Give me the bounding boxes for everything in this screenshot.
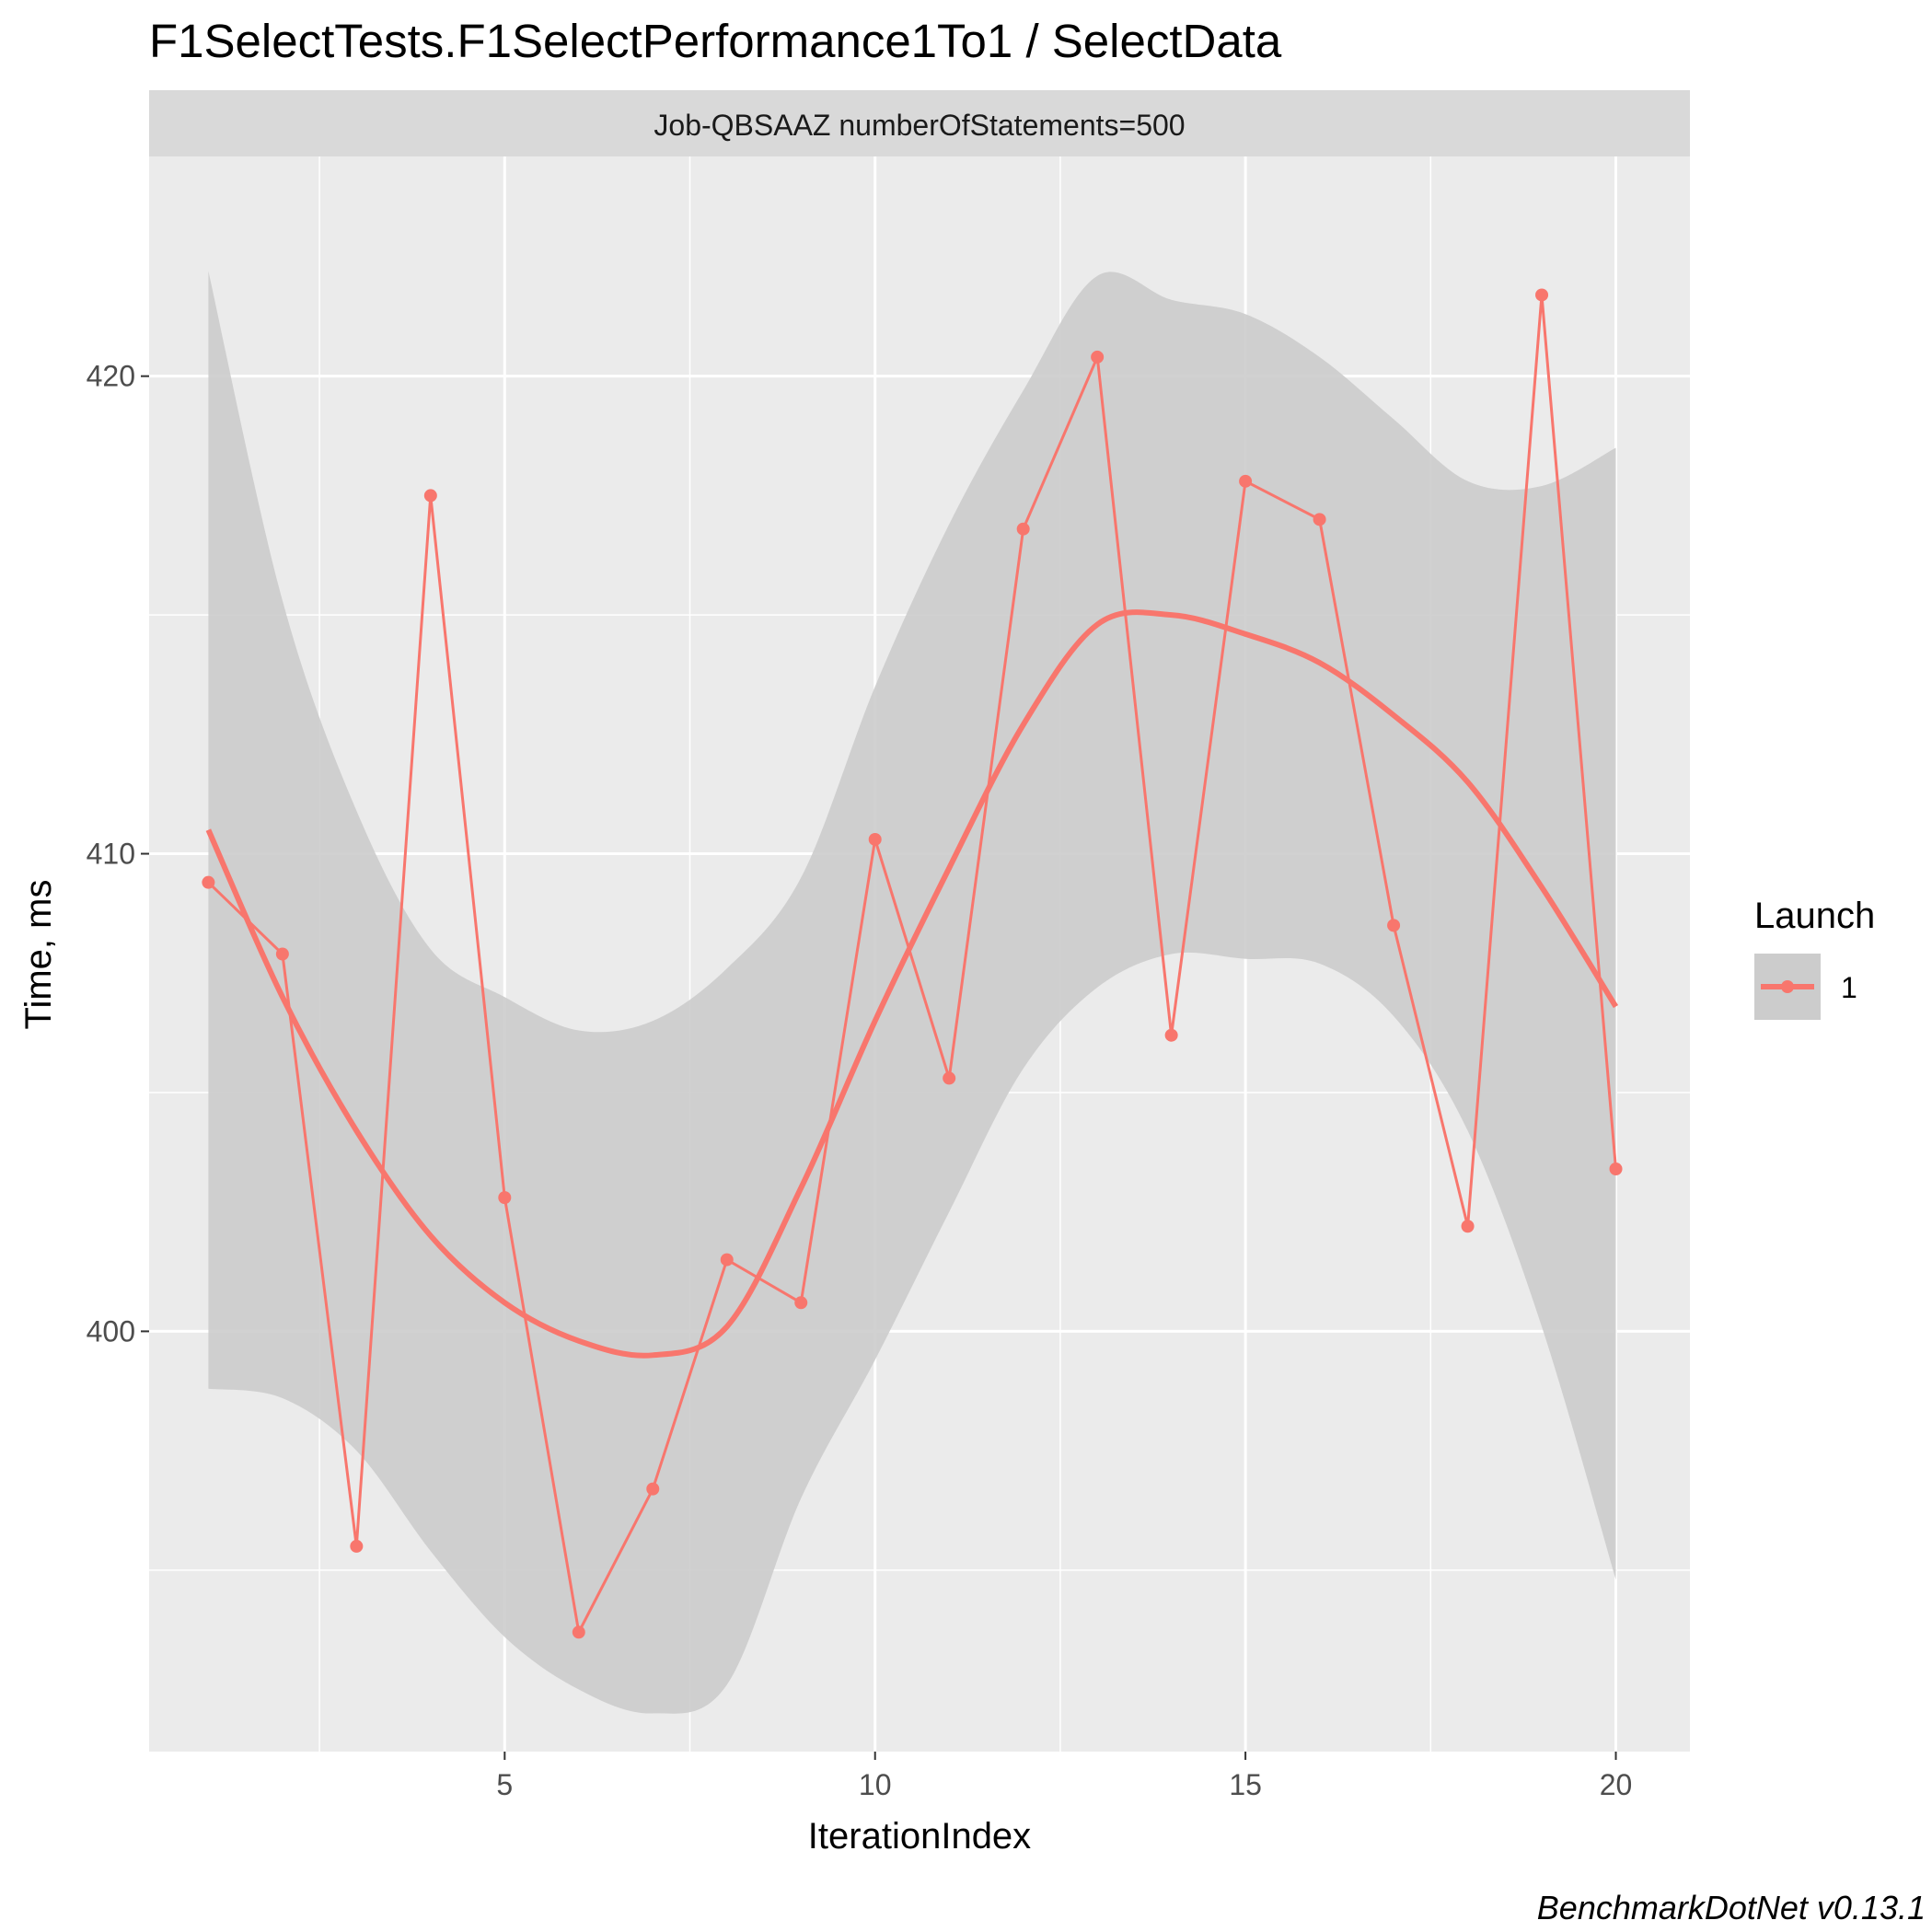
data-points bbox=[202, 288, 1623, 1639]
chart-title: F1SelectTests.F1SelectPerformance1To1 / … bbox=[149, 15, 1282, 67]
data-point-2 bbox=[275, 947, 289, 961]
data-point-10 bbox=[868, 832, 882, 846]
x-axis-title: IterationIndex bbox=[808, 1816, 1031, 1857]
series-line bbox=[207, 295, 1617, 1637]
data-point-16 bbox=[1313, 513, 1326, 526]
y-tick-label: 420 bbox=[87, 360, 135, 393]
x-tick-label: 10 bbox=[859, 1768, 892, 1801]
data-point-20 bbox=[1609, 1162, 1623, 1175]
caption: BenchmarkDotNet v0.13.1 bbox=[1537, 1889, 1926, 1926]
x-axis-ticks: 5 10 15 20 bbox=[496, 1752, 1632, 1801]
legend-key-point bbox=[1781, 980, 1794, 993]
confidence-band bbox=[208, 271, 1616, 1714]
data-point-8 bbox=[720, 1253, 734, 1267]
data-point-3 bbox=[350, 1539, 364, 1553]
legend-title: Launch bbox=[1754, 896, 1875, 936]
data-point-6 bbox=[572, 1625, 585, 1639]
data-point-18 bbox=[1461, 1220, 1475, 1233]
y-tick-label: 410 bbox=[87, 838, 135, 871]
y-axis-ticks: 400 410 420 bbox=[87, 360, 149, 1348]
data-point-11 bbox=[943, 1071, 956, 1085]
smooth-line bbox=[205, 609, 1619, 1359]
data-point-17 bbox=[1387, 919, 1401, 932]
y-tick-label: 400 bbox=[87, 1314, 135, 1348]
data-point-19 bbox=[1535, 288, 1549, 302]
legend: Launch 1 bbox=[1754, 896, 1875, 1020]
data-point-12 bbox=[1016, 522, 1030, 536]
x-tick-label: 5 bbox=[496, 1768, 513, 1801]
data-point-14 bbox=[1164, 1028, 1178, 1042]
data-point-13 bbox=[1091, 350, 1105, 364]
data-point-1 bbox=[202, 875, 215, 889]
legend-label-1: 1 bbox=[1841, 971, 1857, 1004]
facet-strip bbox=[149, 90, 1690, 156]
x-tick-label: 20 bbox=[1600, 1768, 1633, 1801]
facet-label: Job-QBSAAZ numberOfStatements=500 bbox=[654, 109, 1185, 142]
data-point-9 bbox=[794, 1296, 808, 1310]
x-tick-label: 15 bbox=[1229, 1768, 1262, 1801]
data-point-15 bbox=[1239, 474, 1253, 488]
data-point-4 bbox=[423, 489, 437, 503]
data-point-7 bbox=[646, 1482, 660, 1496]
data-point-5 bbox=[498, 1191, 512, 1205]
y-axis-title: Time, ms bbox=[18, 880, 59, 1030]
